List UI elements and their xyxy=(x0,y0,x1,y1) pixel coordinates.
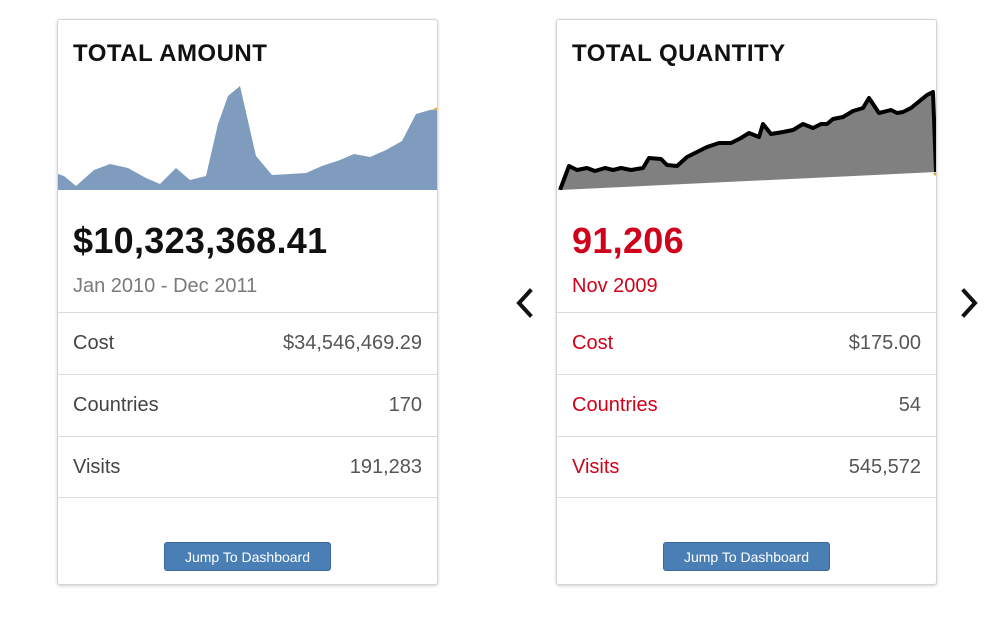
quantity-sparkline xyxy=(558,90,936,190)
chevron-right-icon xyxy=(961,288,978,318)
period-label: Jan 2010 - Dec 2011 xyxy=(73,275,258,297)
metric-row-countries: Countries 54 xyxy=(557,374,936,436)
total-amount-value: $10,323,368.41 xyxy=(73,220,328,261)
total-quantity-value: 91,206 xyxy=(572,220,684,261)
metrics-list: Cost $34,546,469.29 Countries 170 Visits… xyxy=(58,312,437,498)
chevron-left-icon xyxy=(516,288,533,318)
card-title: TOTAL AMOUNT xyxy=(73,40,268,67)
metric-label: Visits xyxy=(73,455,121,478)
quantity-sparkline-area xyxy=(558,90,936,190)
metric-value: $175.00 xyxy=(848,332,921,354)
metric-value: 191,283 xyxy=(349,455,422,478)
card-title: TOTAL QUANTITY xyxy=(572,40,786,67)
metric-value: 545,572 xyxy=(848,455,921,478)
metric-row-countries: Countries 170 xyxy=(58,374,437,436)
metric-value: 54 xyxy=(898,394,921,416)
metric-label: Visits xyxy=(572,455,620,478)
jump-to-dashboard-button[interactable]: Jump To Dashboard xyxy=(164,542,331,571)
jump-to-dashboard-button[interactable]: Jump To Dashboard xyxy=(663,542,830,571)
metric-label: Countries xyxy=(73,394,159,416)
metric-label: Cost xyxy=(572,332,614,354)
metric-label: Countries xyxy=(572,394,658,416)
metrics-list: Cost $175.00 Countries 54 Visits 545,572 xyxy=(557,312,936,498)
total-amount-card: TOTAL AMOUNT $10,323,368.41 Jan 2010 - D… xyxy=(57,19,438,585)
metric-value: $34,546,469.29 xyxy=(282,332,422,354)
amount-sparkline xyxy=(58,86,437,190)
next-card-button[interactable] xyxy=(955,285,985,321)
metric-row-visits: Visits 545,572 xyxy=(557,436,936,498)
metric-label: Cost xyxy=(73,332,115,354)
metric-row-cost: Cost $34,546,469.29 xyxy=(58,312,437,374)
metric-value: 170 xyxy=(388,394,422,416)
metric-row-visits: Visits 191,283 xyxy=(58,436,437,498)
total-quantity-card: TOTAL QUANTITY 91,206 Nov 2009 Cost $175… xyxy=(556,19,937,585)
period-label: Nov 2009 xyxy=(572,275,658,297)
metric-row-cost: Cost $175.00 xyxy=(557,312,936,374)
amount-sparkline-area xyxy=(58,86,437,190)
previous-card-button[interactable] xyxy=(509,285,539,321)
